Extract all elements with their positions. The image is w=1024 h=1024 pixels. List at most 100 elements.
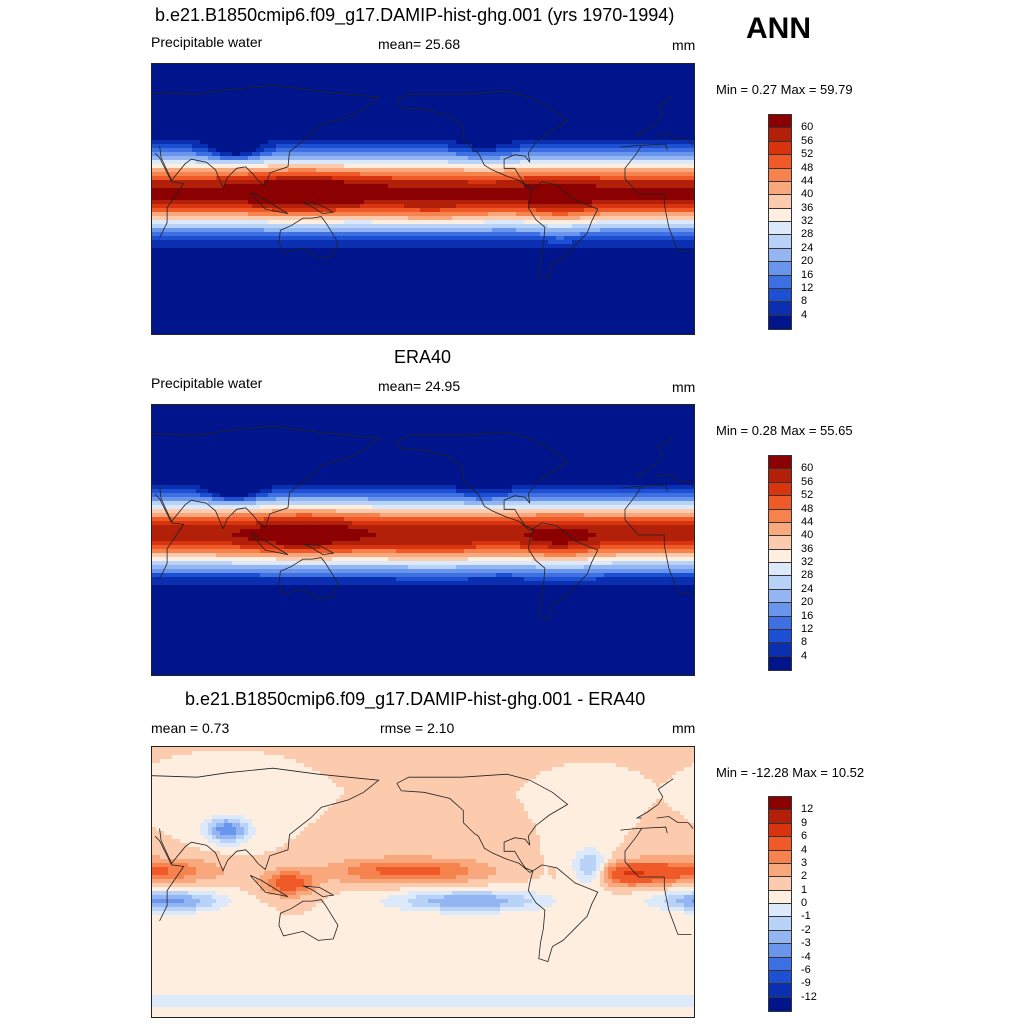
heatmap-cell	[692, 140, 694, 145]
heatmap-cell	[220, 140, 225, 145]
heatmap-cell	[588, 192, 593, 197]
heatmap-cell	[420, 184, 425, 189]
heatmap-cell	[644, 204, 649, 209]
heatmap-cell	[492, 192, 497, 197]
heatmap-cell	[616, 132, 621, 137]
heatmap-cell	[208, 116, 213, 121]
heatmap-cell	[292, 164, 297, 169]
heatmap-cell	[488, 80, 493, 85]
heatmap-cell	[564, 116, 569, 121]
heatmap-cell	[256, 68, 261, 73]
heatmap-cell	[560, 120, 565, 125]
heatmap-cell	[584, 180, 589, 185]
heatmap-cell	[244, 152, 249, 157]
heatmap-cell	[368, 96, 373, 101]
heatmap-cell	[276, 176, 281, 181]
heatmap-cell	[632, 84, 637, 89]
heatmap-cell	[660, 72, 665, 77]
heatmap-cell	[404, 124, 409, 129]
heatmap-cell	[340, 76, 345, 81]
heatmap-cell	[524, 100, 529, 105]
heatmap-cell	[576, 80, 581, 85]
heatmap-cell	[512, 172, 517, 177]
heatmap-cell	[620, 96, 625, 101]
heatmap-cell	[304, 148, 309, 153]
heatmap-cell	[300, 68, 305, 73]
heatmap-cell	[380, 104, 385, 109]
heatmap-cell	[332, 68, 337, 73]
heatmap-cell	[188, 76, 193, 81]
heatmap-cell	[572, 140, 577, 145]
heatmap-cell	[232, 116, 237, 121]
heatmap-cell	[376, 100, 381, 105]
heatmap-cell	[556, 68, 561, 73]
heatmap-cell	[368, 108, 373, 113]
heatmap-cell	[688, 132, 693, 137]
heatmap-cell	[356, 132, 361, 137]
heatmap-cell	[544, 136, 549, 141]
heatmap-cell	[240, 208, 245, 213]
heatmap-cell	[400, 108, 405, 113]
heatmap-cell	[340, 136, 345, 141]
heatmap-cell	[244, 80, 249, 85]
heatmap-cell	[560, 76, 565, 81]
heatmap-cell	[248, 76, 253, 81]
heatmap-cell	[576, 200, 581, 205]
heatmap-cell	[396, 68, 401, 73]
heatmap-cell	[652, 104, 657, 109]
heatmap-cell	[548, 84, 553, 89]
heatmap-cell	[220, 192, 225, 197]
heatmap-cell	[580, 188, 585, 193]
heatmap-cell	[488, 88, 493, 93]
heatmap-cell	[652, 164, 657, 169]
heatmap-cell	[404, 156, 409, 161]
heatmap-cell	[532, 124, 537, 129]
heatmap-cell	[432, 124, 437, 129]
heatmap-cell	[328, 192, 333, 197]
heatmap-cell	[584, 196, 589, 201]
heatmap-cell	[672, 188, 677, 193]
heatmap-cell	[320, 124, 325, 129]
heatmap-cell	[428, 160, 433, 165]
heatmap-cell	[636, 84, 641, 89]
heatmap-cell	[468, 204, 473, 209]
heatmap-cell	[552, 172, 557, 177]
heatmap-cell	[348, 148, 353, 153]
heatmap-cell	[688, 104, 693, 109]
heatmap-cell	[452, 204, 457, 209]
heatmap-cell	[660, 200, 665, 205]
heatmap-cell	[284, 88, 289, 93]
heatmap-cell	[416, 68, 421, 73]
heatmap-cell	[452, 124, 457, 129]
heatmap-cell	[516, 112, 521, 117]
heatmap-cell	[340, 104, 345, 109]
heatmap-cell	[552, 128, 557, 133]
heatmap-cell	[328, 152, 333, 157]
heatmap-cell	[672, 64, 677, 69]
heatmap-cell	[608, 68, 613, 73]
heatmap-cell	[440, 208, 445, 213]
heatmap-cell	[532, 140, 537, 145]
heatmap-cell	[284, 116, 289, 121]
heatmap-cell	[572, 176, 577, 181]
heatmap-cell	[476, 188, 481, 193]
heatmap-cell	[176, 148, 181, 153]
heatmap-cell	[224, 160, 229, 165]
heatmap-cell	[184, 148, 189, 153]
heatmap-cell	[300, 204, 305, 209]
heatmap-cell	[524, 112, 529, 117]
heatmap-cell	[172, 116, 177, 121]
heatmap-cell	[172, 136, 177, 141]
heatmap-cell	[572, 64, 577, 69]
heatmap-cell	[676, 76, 681, 81]
heatmap-cell	[584, 152, 589, 157]
heatmap-cell	[664, 180, 669, 185]
heatmap-cell	[540, 140, 545, 145]
heatmap-cell	[196, 160, 201, 165]
heatmap-cell	[412, 192, 417, 197]
heatmap-cell	[232, 76, 237, 81]
heatmap-cell	[484, 148, 489, 153]
heatmap-cell	[692, 164, 694, 169]
heatmap-cell	[360, 188, 365, 193]
heatmap-cell	[412, 136, 417, 141]
